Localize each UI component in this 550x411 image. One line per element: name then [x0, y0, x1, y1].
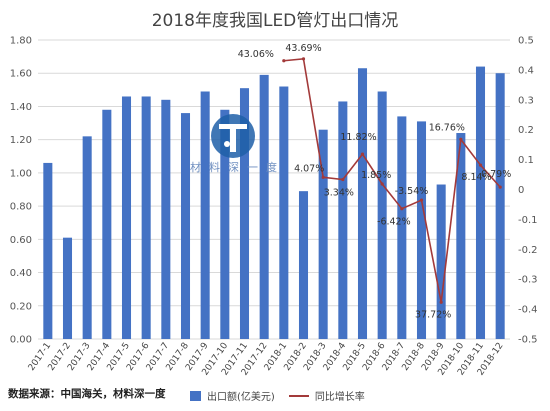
- line-data-label: 11.82%: [340, 132, 376, 143]
- bar: [200, 91, 210, 339]
- bar: [416, 121, 427, 340]
- right-axis-tick-label: -0.3: [518, 275, 538, 286]
- right-axis-tick-label: 0.1: [518, 155, 534, 166]
- line-data-label: 43.69%: [285, 43, 321, 54]
- line-point: [439, 300, 443, 304]
- right-axis-tick-label: -0.2: [518, 245, 538, 256]
- bar: [357, 68, 368, 339]
- line-point: [360, 152, 365, 156]
- chart-title: 2018年度我国LED管灯出口情况: [151, 11, 399, 31]
- bar: [239, 88, 250, 339]
- line-point: [478, 163, 483, 167]
- bar: [121, 96, 132, 339]
- watermark-text: 材料深一度: [190, 161, 285, 174]
- bar: [495, 73, 505, 339]
- right-axis-tick-label: 0.3: [518, 95, 534, 106]
- right-axis-tick-label: 0.4: [518, 65, 534, 76]
- bar: [43, 162, 53, 339]
- legend-bar-swatch: [190, 390, 201, 401]
- bar: [298, 191, 309, 339]
- bar: [318, 129, 328, 339]
- line-point: [301, 57, 306, 61]
- right-axis-tick-label: 0.5: [518, 36, 534, 47]
- line-data-label: 0.79%: [481, 169, 511, 180]
- bar-series: [43, 66, 505, 340]
- left-axis-tick-label: 1.40: [10, 102, 32, 113]
- line-point: [419, 198, 424, 202]
- bar: [279, 86, 289, 339]
- right-axis-tick-label: -0.4: [518, 305, 538, 316]
- bar: [259, 74, 269, 339]
- bar: [62, 237, 73, 339]
- left-axis-tick-label: 1.20: [10, 135, 32, 146]
- line-data-label: 3.34%: [324, 188, 354, 199]
- gridlines: [38, 39, 510, 340]
- line-point: [341, 177, 345, 182]
- right-axis-tick-label: 0: [518, 185, 524, 196]
- line-point: [498, 185, 502, 189]
- left-axis-tick-label: 0.80: [10, 202, 32, 213]
- right-axis-ticks: -0.5 -0.4 -0.3 -0.2 -0.1 0 0.1 0.2 0.3 0.4 0.5: [518, 36, 538, 346]
- left-axis-ticks: 0.00 0.20 0.40 0.60 0.80 1.00 1.20 1.40 1.60 1.80: [10, 36, 32, 346]
- bar: [82, 136, 92, 339]
- line-data-label: 43.06%: [238, 49, 274, 60]
- right-axis-tick-label: -0.5: [518, 335, 538, 346]
- line-point: [321, 175, 325, 179]
- line-point: [282, 59, 286, 63]
- left-axis-tick-label: 0.40: [10, 268, 32, 279]
- legend: 出口额(亿美元) 同比增长率: [190, 388, 365, 403]
- bar: [475, 66, 486, 340]
- line-data-label: 16.76%: [429, 122, 465, 133]
- line-point: [459, 137, 463, 141]
- left-axis-tick-label: 1.80: [10, 36, 32, 47]
- left-axis-tick-label: 0.60: [10, 235, 32, 246]
- left-axis-tick-label: 1.00: [10, 168, 32, 179]
- bar: [220, 109, 230, 340]
- left-axis-tick-label: 0.20: [10, 301, 32, 312]
- left-axis-tick-label: 0.00: [10, 335, 32, 346]
- bar: [377, 91, 387, 339]
- left-axis-tick-label: 1.60: [10, 69, 32, 80]
- right-axis-tick-label: -0.1: [518, 215, 538, 226]
- bar: [102, 109, 112, 340]
- bar: [456, 133, 466, 339]
- bar: [436, 184, 446, 339]
- line-data-label: -3.54%: [395, 186, 429, 197]
- line-data-label: 1.85%: [361, 170, 391, 181]
- line-data-label: 8.14%: [461, 172, 491, 183]
- line-data-label: 37.72%: [415, 309, 451, 320]
- x-axis-ticks: 2017-12017-22017-32017-42017-52017-62017…: [27, 341, 506, 378]
- bar: [397, 116, 407, 340]
- line-data-label: -6.42%: [377, 217, 411, 228]
- line-point: [380, 182, 384, 186]
- bar: [161, 99, 171, 339]
- growth-line: [283, 57, 501, 303]
- legend-bar-label: 出口额(亿美元): [207, 392, 275, 403]
- watermark-logo: [211, 114, 255, 158]
- right-axis-tick-label: 0.2: [518, 125, 534, 136]
- bar: [141, 96, 151, 339]
- bar: [338, 101, 348, 339]
- legend-line-label: 同比增长率: [314, 392, 365, 403]
- line-data-labels: 43.06% 43.69% 4.07% 3.34% 11.82% 1.85% -6.42% -…: [238, 43, 512, 320]
- source-note: 数据来源：中国海关，材料深一度: [8, 388, 166, 400]
- line-point: [400, 207, 404, 211]
- legend-line-swatch: [288, 394, 309, 397]
- line-data-label: 4.07%: [294, 163, 324, 174]
- line-series: [282, 57, 502, 304]
- bar: [180, 113, 191, 339]
